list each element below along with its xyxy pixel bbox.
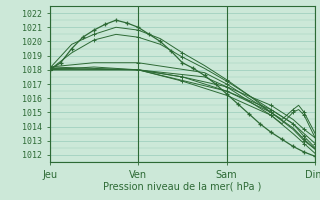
X-axis label: Pression niveau de la mer( hPa ): Pression niveau de la mer( hPa ) (103, 181, 261, 191)
